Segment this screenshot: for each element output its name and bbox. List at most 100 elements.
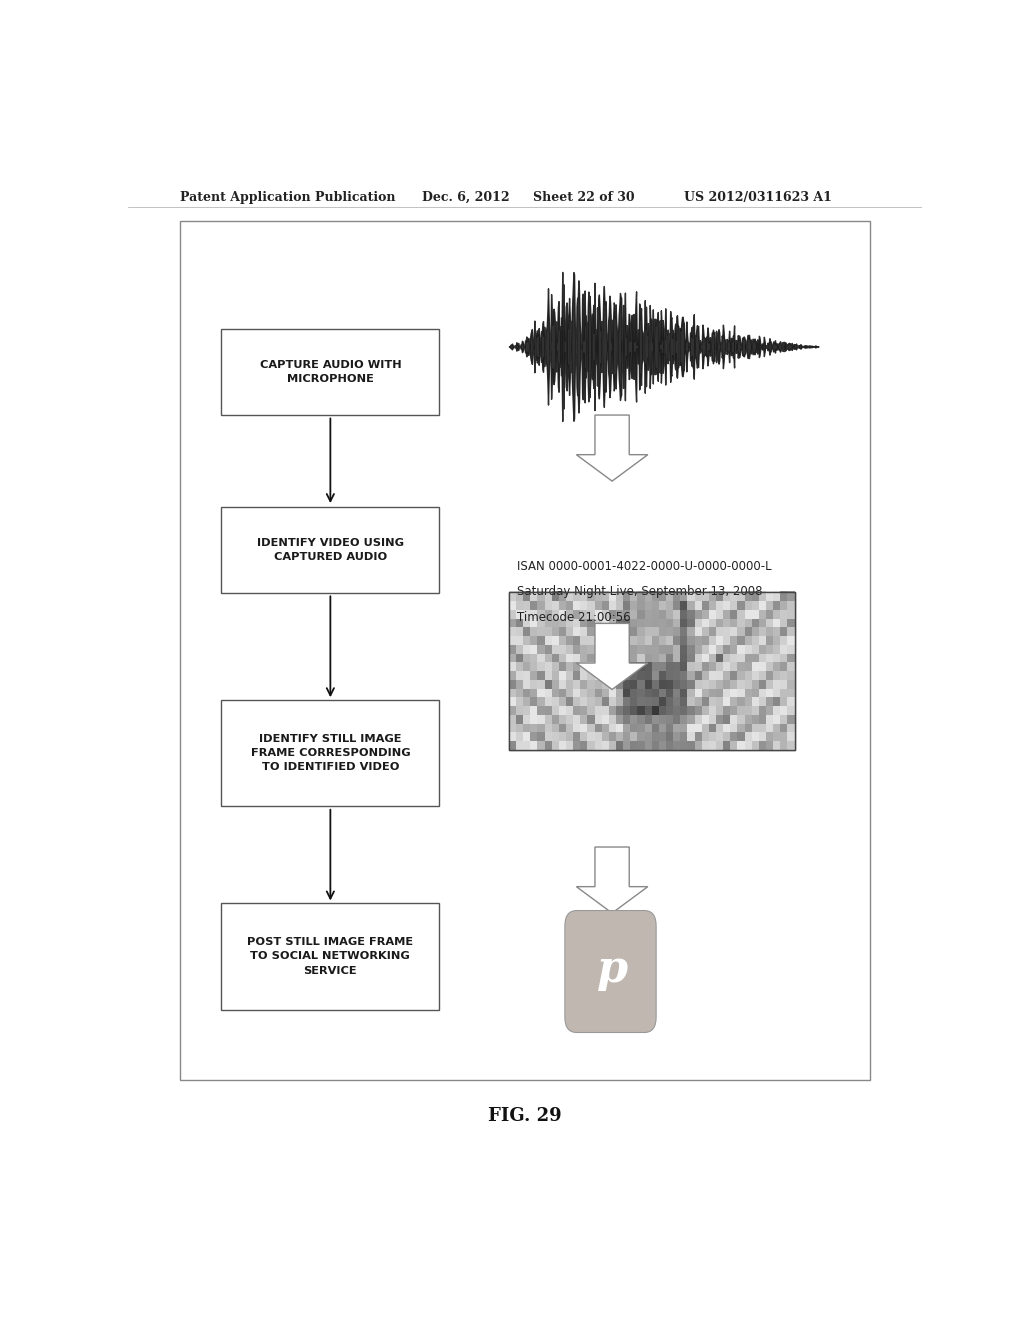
Bar [581, 741, 588, 750]
Bar [716, 731, 724, 742]
Bar [631, 618, 638, 627]
Bar [716, 601, 724, 610]
Bar [680, 731, 688, 742]
Bar [552, 697, 560, 706]
Bar [680, 671, 688, 680]
Bar [545, 661, 553, 671]
Bar [694, 705, 702, 715]
Bar [566, 714, 574, 723]
Bar [773, 678, 781, 689]
Bar [588, 697, 595, 706]
Bar [616, 705, 624, 715]
Bar [709, 678, 717, 689]
Bar [616, 714, 624, 723]
Bar [509, 697, 517, 706]
Bar [780, 627, 788, 636]
Bar [516, 678, 524, 689]
Bar [523, 627, 531, 636]
Bar [631, 609, 638, 619]
Bar [573, 618, 582, 627]
Bar [609, 741, 616, 750]
Bar [602, 635, 609, 645]
Bar [559, 635, 567, 645]
Bar [573, 591, 582, 601]
Bar [680, 661, 688, 671]
Bar [666, 731, 674, 742]
Bar [709, 644, 717, 653]
Bar [716, 644, 724, 653]
Bar [716, 591, 724, 601]
Bar [773, 644, 781, 653]
Bar [680, 627, 688, 636]
Bar [631, 688, 638, 697]
Bar [701, 714, 710, 723]
Bar [773, 688, 781, 697]
Bar [538, 714, 546, 723]
Bar [509, 731, 517, 742]
Bar [716, 678, 724, 689]
Bar [509, 722, 517, 733]
Bar [609, 714, 616, 723]
Bar [581, 714, 588, 723]
Bar [631, 731, 638, 742]
Bar [545, 618, 553, 627]
Bar [766, 678, 774, 689]
Bar [787, 705, 796, 715]
Bar [645, 627, 652, 636]
Bar [787, 635, 796, 645]
Bar [638, 644, 645, 653]
Text: Dec. 6, 2012: Dec. 6, 2012 [422, 190, 509, 203]
Bar [651, 722, 659, 733]
Bar [581, 618, 588, 627]
Bar [545, 591, 553, 601]
Bar [595, 678, 602, 689]
Bar [752, 591, 760, 601]
Bar [759, 661, 767, 671]
Bar [752, 644, 760, 653]
Bar [545, 678, 553, 689]
Bar [552, 722, 560, 733]
Bar [538, 644, 546, 653]
Bar [645, 652, 652, 663]
Bar [780, 671, 788, 680]
Bar [673, 601, 681, 610]
Bar [730, 609, 738, 619]
Bar [595, 601, 602, 610]
Bar [509, 609, 517, 619]
Bar [595, 731, 602, 742]
Bar [523, 609, 531, 619]
Bar [780, 601, 788, 610]
Bar [730, 635, 738, 645]
Bar [780, 688, 788, 697]
Bar [530, 601, 539, 610]
Bar [516, 722, 524, 733]
Bar [666, 688, 674, 697]
Bar [709, 591, 717, 601]
Bar [773, 722, 781, 733]
Bar [658, 644, 667, 653]
Bar [701, 697, 710, 706]
Bar [730, 714, 738, 723]
Bar [545, 671, 553, 680]
Bar [538, 671, 546, 680]
Bar [773, 609, 781, 619]
Bar [666, 652, 674, 663]
Bar [680, 688, 688, 697]
Bar [516, 618, 524, 627]
Bar [716, 635, 724, 645]
Bar [631, 714, 638, 723]
Bar [624, 714, 631, 723]
Bar [766, 609, 774, 619]
Bar [516, 688, 524, 697]
Bar [624, 644, 631, 653]
Bar [538, 741, 546, 750]
Bar [680, 697, 688, 706]
Bar [559, 722, 567, 733]
Bar [538, 731, 546, 742]
Bar [509, 688, 517, 697]
Bar [666, 609, 674, 619]
Bar [780, 741, 788, 750]
Bar [723, 591, 731, 601]
Bar [759, 714, 767, 723]
Bar [709, 697, 717, 706]
